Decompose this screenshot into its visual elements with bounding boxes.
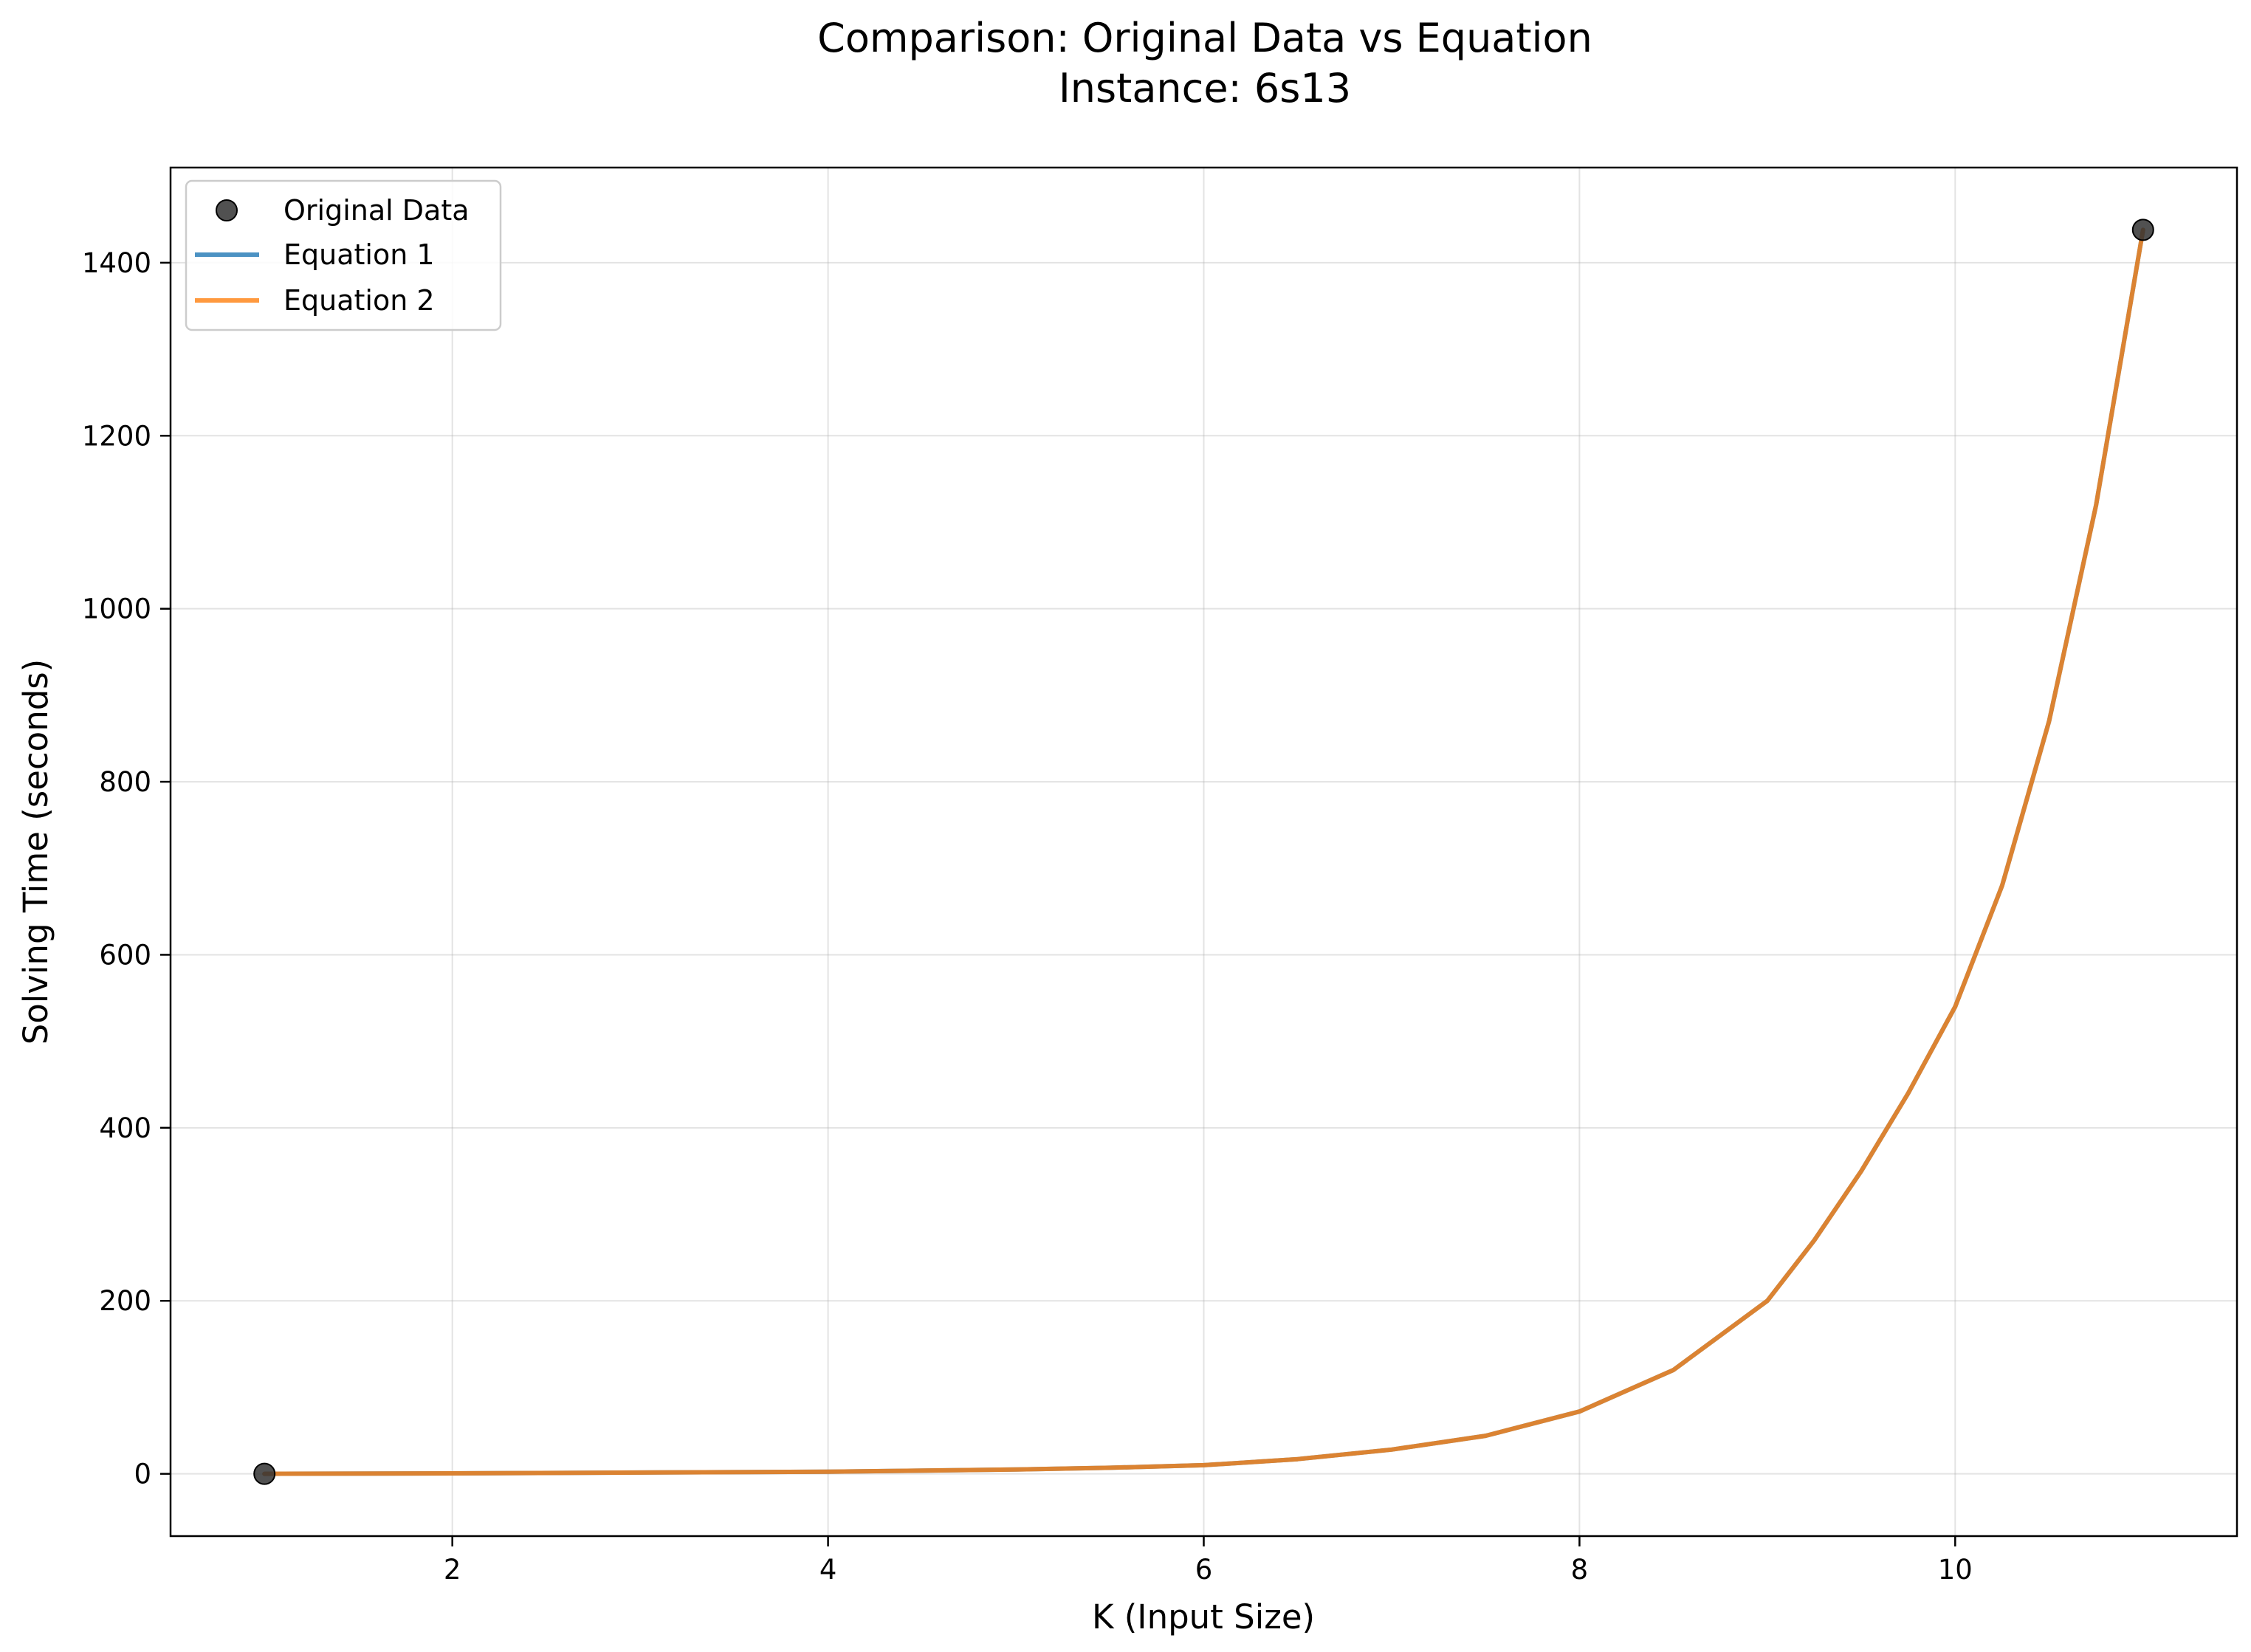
legend-label-equation-2: Equation 2 [283, 284, 435, 317]
scatter-points [253, 218, 2154, 1485]
x-tick-label: 4 [819, 1554, 837, 1586]
y-tick-label: 1400 [82, 247, 151, 279]
chart-subtitle: Instance: 6s13 [1059, 65, 1351, 111]
series-line-equation-2 [262, 227, 2145, 1476]
legend-label-equation-1: Equation 1 [283, 238, 435, 271]
series-lines [262, 227, 2145, 1476]
y-tick-label: 600 [99, 939, 151, 971]
data-point [253, 1462, 276, 1485]
x-tick-label: 10 [1938, 1554, 1973, 1586]
y-axis-label: Solving Time (seconds) [16, 659, 55, 1045]
legend-box [185, 179, 502, 331]
y-tick-label: 200 [99, 1285, 151, 1317]
y-tick-label: 1000 [82, 593, 151, 625]
x-tick-label: 8 [1571, 1554, 1589, 1586]
x-axis-label: K (Input Size) [1092, 1597, 1315, 1636]
chart-title: Comparison: Original Data vs Equation [817, 15, 1592, 61]
y-tick-label: 1200 [82, 420, 151, 452]
gridlines [171, 168, 2237, 1536]
x-tick-label: 2 [444, 1554, 461, 1586]
legend: Original Data Equation 1 Equation 2 [185, 179, 502, 331]
y-tick-label: 400 [99, 1112, 151, 1144]
y-tick-label: 0 [134, 1459, 151, 1490]
x-axis-ticks: 2 4 6 8 10 [444, 1536, 1973, 1586]
data-point [2131, 218, 2154, 241]
y-tick-label: 800 [99, 766, 151, 798]
legend-marker-original-data [216, 199, 238, 221]
x-tick-label: 6 [1195, 1554, 1213, 1586]
legend-label-original-data: Original Data [283, 194, 470, 227]
y-axis-ticks: 0 200 400 600 800 1000 1200 1400 [82, 247, 171, 1490]
